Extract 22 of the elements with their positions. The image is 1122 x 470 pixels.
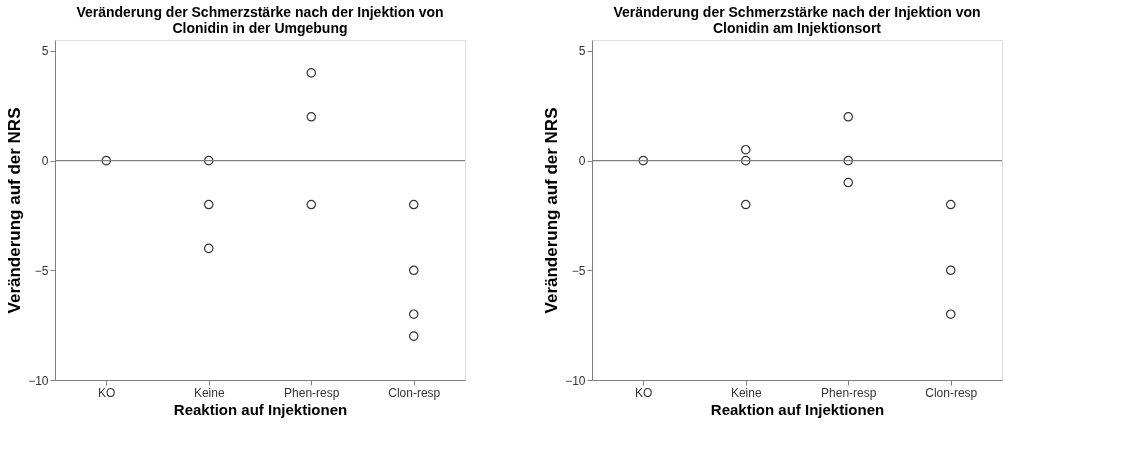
chart-title: Veränderung der Schmerzstärke nach der Injektion von Clonidin am Injektionsort: [613, 4, 981, 36]
y-tick-label: −10: [565, 373, 586, 388]
y-tick-label: 0: [41, 154, 49, 169]
y-tick-label: 5: [41, 44, 49, 59]
x-axis-title: Reaktion auf Injektionen: [173, 400, 348, 418]
y-tick-label: 0: [578, 154, 586, 169]
x-tick-label: Phen-resp: [284, 385, 340, 400]
x-tick-label: KO: [98, 385, 116, 400]
x-tick-label: Keine: [193, 385, 225, 400]
y-tick-label: 5: [578, 44, 586, 59]
x-axis-title: Reaktion auf Injektionen: [710, 400, 885, 418]
x-tick-label: KO: [635, 385, 653, 400]
x-tick-label: Clon-resp: [925, 385, 978, 400]
y-tick-label: −5: [34, 263, 49, 278]
y-tick-label: −10: [28, 373, 49, 388]
y-axis-title: Veränderung auf der NRS: [5, 107, 25, 314]
y-tick-label: −5: [571, 263, 586, 278]
chart-title: Veränderung der Schmerzstärke nach der Injektion von Clonidin in der Umgebung: [76, 4, 444, 36]
x-tick-label: Clon-resp: [388, 385, 441, 400]
x-tick-label: Keine: [730, 385, 762, 400]
x-tick-label: Phen-resp: [821, 385, 877, 400]
y-axis-title: Veränderung auf der NRS: [542, 107, 562, 314]
